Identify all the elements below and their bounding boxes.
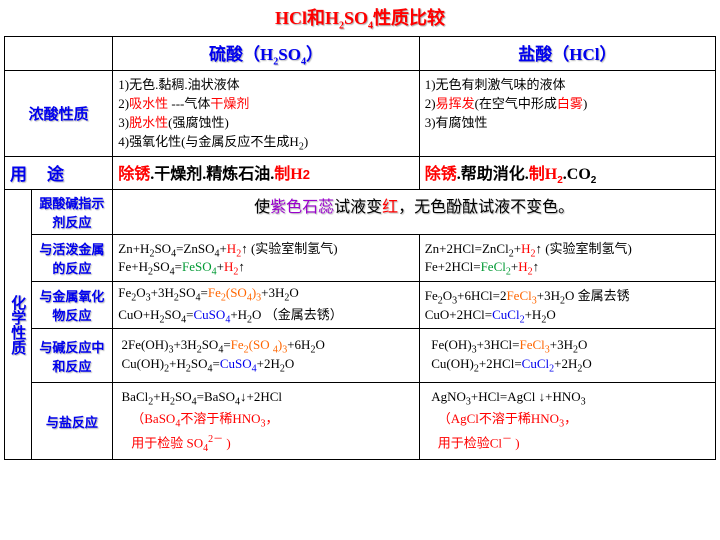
row-conc-label: 浓酸性质	[5, 70, 113, 156]
conc-h2so4: 1)无色.黏稠.油状液体 2)吸水性 ---气体干燥剂 3)脱水性(强腐蚀性) …	[113, 70, 419, 156]
row-indicator-label: 跟酸碱指示剂反应	[31, 189, 113, 234]
conc-hcl: 1)无色有刺激气味的液体 2)易挥发(在空气中形成白雾) 3)有腐蚀性	[419, 70, 715, 156]
metal-h2so4: Zn+H2SO4=ZnSO4+H2↑ (实验室制氢气) Fe+H2SO4=FeS…	[113, 234, 419, 281]
col-h2so4-header: 硫酸（H2SO4）	[113, 36, 419, 70]
page-title: HCl和H2SO4性质比较	[4, 4, 716, 32]
row-oxide-label: 与金属氧化物反应	[31, 281, 113, 328]
col-hcl-header: 盐酸（HCl）	[419, 36, 715, 70]
metal-hcl: Zn+2HCl=ZnCl2+H2↑ (实验室制氢气) Fe+2HCl=FeCl2…	[419, 234, 715, 281]
salt-hcl: AgNO3+HCl=AgCl ↓+HNO3 （AgCl不溶于稀HNO3， 用于检…	[419, 383, 715, 460]
indicator-cell: 使紫色石蕊试液变红，无色酚酞试液不变色。	[113, 189, 716, 234]
oxide-hcl: Fe2O3+6HCl=2FeCl3+3H2O 金属去锈 CuO+2HCl=CuC…	[419, 281, 715, 328]
row-salt-label: 与盐反应	[31, 383, 113, 460]
oxide-h2so4: Fe2O3+3H2SO4=Fe2(SO4)3+3H2O CuO+H2SO4=Cu…	[113, 281, 419, 328]
blank-header	[5, 36, 113, 70]
uses-h2so4: 除锈.干燥剂.精炼石油.制H2	[113, 156, 419, 189]
row-metal-label: 与活泼金属的反应	[31, 234, 113, 281]
base-hcl: Fe(OH)3+3HCl=FeCl3+3H2O Cu(OH)2+2HCl=CuC…	[419, 329, 715, 383]
base-h2so4: 2Fe(OH)3+3H2SO4=Fe2(SO 4)3+6H2O Cu(OH)2+…	[113, 329, 419, 383]
uses-hcl: 除锈.帮助消化.制H2.CO2	[419, 156, 715, 189]
row-uses-label: 用途	[5, 156, 113, 189]
salt-h2so4: BaCl2+H2SO4=BaSO4↓+2HCl （BaSO4不溶于稀HNO3， …	[113, 383, 419, 460]
side-label: 化学性质	[5, 189, 32, 460]
comparison-table: 硫酸（H2SO4） 盐酸（HCl） 浓酸性质 1)无色.黏稠.油状液体 2)吸水…	[4, 36, 716, 461]
row-base-label: 与碱反应中和反应	[31, 329, 113, 383]
